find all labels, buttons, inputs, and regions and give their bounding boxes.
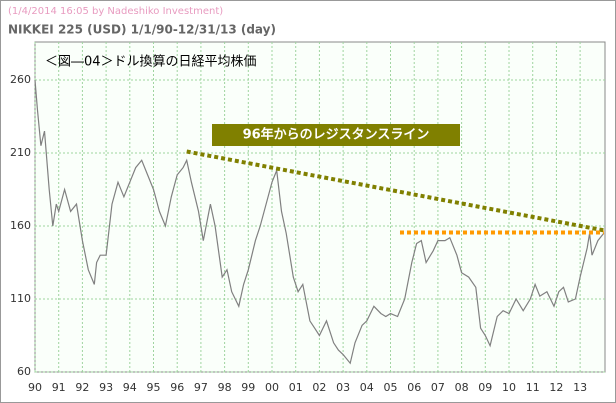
y-tick-label: 60 (17, 365, 31, 378)
x-tick-label: 96 (170, 381, 184, 394)
x-tick-label: 99 (241, 381, 255, 394)
chart-label: ＜図―04＞ドル換算の日経平均株価 (45, 55, 257, 70)
y-tick-label: 160 (10, 219, 31, 232)
y-tick-label: 110 (10, 292, 31, 305)
x-tick-label: 08 (455, 381, 469, 394)
annotation-text: 96年からのレジスタンスライン (243, 127, 430, 143)
x-tick-label: 93 (99, 381, 113, 394)
price-line (34, 79, 605, 365)
x-tick-label: 94 (123, 381, 137, 394)
x-tick-label: 90 (28, 381, 42, 394)
x-tick-label: 98 (218, 381, 232, 394)
y-tick-label: 260 (10, 73, 31, 86)
x-tick-label: 91 (52, 381, 66, 394)
x-tick-label: 04 (360, 381, 374, 394)
x-tick-label: 09 (478, 381, 492, 394)
x-tick-label: 95 (147, 381, 161, 394)
x-tick-label: 01 (289, 381, 303, 394)
chart-title: NIKKEI 225 (USD) 1/1/90-12/31/13 (day) (8, 23, 276, 37)
x-tick-label: 07 (431, 381, 445, 394)
x-tick-label: 97 (194, 381, 208, 394)
x-tick-label: 06 (407, 381, 421, 394)
x-tick-label: 12 (549, 381, 563, 394)
credit: (1/4/2014 16:05 by Nadeshiko Investment) (8, 6, 223, 17)
annotation-line (186, 149, 605, 233)
annotation-box (212, 124, 460, 146)
x-tick-label: 05 (384, 381, 398, 394)
x-tick-label: 92 (75, 381, 89, 394)
x-tick-label: 13 (573, 381, 587, 394)
x-tick-label: 03 (336, 381, 350, 394)
x-tick-label: 02 (312, 381, 326, 394)
plot-area (34, 41, 606, 373)
x-tick-label: 00 (265, 381, 279, 394)
x-tick-label: 10 (502, 381, 516, 394)
y-tick-label: 210 (10, 146, 31, 159)
x-tick-label: 11 (526, 381, 540, 394)
